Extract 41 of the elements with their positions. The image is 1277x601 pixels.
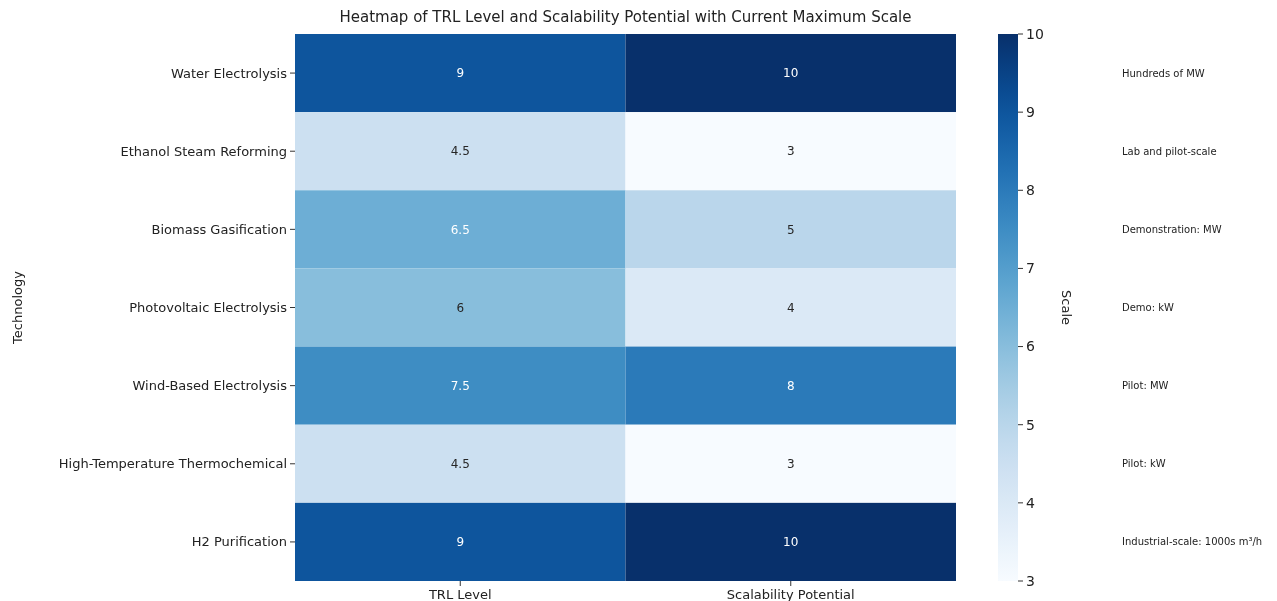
y-tick-label: High-Temperature Thermochemical bbox=[58, 456, 287, 472]
y-tick-label: Ethanol Steam Reforming bbox=[120, 143, 287, 159]
y2-tick-label: Demonstration: MW bbox=[1122, 223, 1222, 235]
data-label: 10 bbox=[783, 535, 799, 550]
data-label: 6 bbox=[456, 300, 465, 315]
data-label: 9 bbox=[456, 535, 465, 550]
data-label: 10 bbox=[783, 66, 799, 81]
color-bar-label: 10 bbox=[1026, 25, 1044, 42]
chart-title: Heatmap of TRL Level and Scalability Potential with Current Maximum Scale bbox=[339, 8, 912, 26]
y-tick-label: H2 Purification bbox=[191, 534, 287, 550]
data-label: 9 bbox=[456, 66, 465, 81]
data-label: 4.5 bbox=[450, 456, 470, 471]
data-label: 8 bbox=[786, 378, 795, 393]
color-bar-label: 6 bbox=[1026, 338, 1035, 355]
y2-tick-label: Industrial-scale: 1000s m³/h bbox=[1122, 536, 1263, 548]
color-bar-title: Scale bbox=[1059, 290, 1074, 325]
y2-tick-label: Pilot: MW bbox=[1122, 380, 1169, 392]
data-label: 3 bbox=[786, 144, 795, 159]
y2-tick-label: Pilot: kW bbox=[1122, 458, 1166, 470]
data-label: 5 bbox=[786, 222, 795, 237]
color-bar-label: 5 bbox=[1026, 416, 1035, 433]
data-label: 6.5 bbox=[450, 222, 470, 237]
data-label: 4.5 bbox=[450, 144, 470, 159]
x-tick-label: Scalability Potential bbox=[726, 587, 855, 601]
y-tick-label: Photovoltaic Electrolysis bbox=[129, 300, 288, 316]
y-axis-title: Technology bbox=[10, 270, 25, 345]
color-bar-label: 3 bbox=[1026, 572, 1035, 589]
color-bar-label: 7 bbox=[1026, 260, 1035, 277]
data-label: 7.5 bbox=[450, 378, 470, 393]
color-bar-label: 4 bbox=[1026, 494, 1035, 511]
color-bar-label: 9 bbox=[1026, 104, 1035, 121]
y-tick-label: Wind-Based Electrolysis bbox=[132, 378, 288, 394]
color-bar-label: 8 bbox=[1026, 182, 1035, 199]
y2-tick-label: Hundreds of MW bbox=[1122, 67, 1205, 79]
y-tick-label: Biomass Gasification bbox=[151, 221, 287, 237]
x-tick-label: TRL Level bbox=[427, 587, 492, 601]
y2-tick-label: Lab and pilot-scale bbox=[1122, 145, 1217, 157]
data-label: 4 bbox=[786, 300, 795, 315]
data-label: 3 bbox=[786, 456, 795, 471]
y2-tick-label: Demo: kW bbox=[1122, 302, 1175, 313]
y-tick-label: Water Electrolysis bbox=[170, 65, 288, 81]
